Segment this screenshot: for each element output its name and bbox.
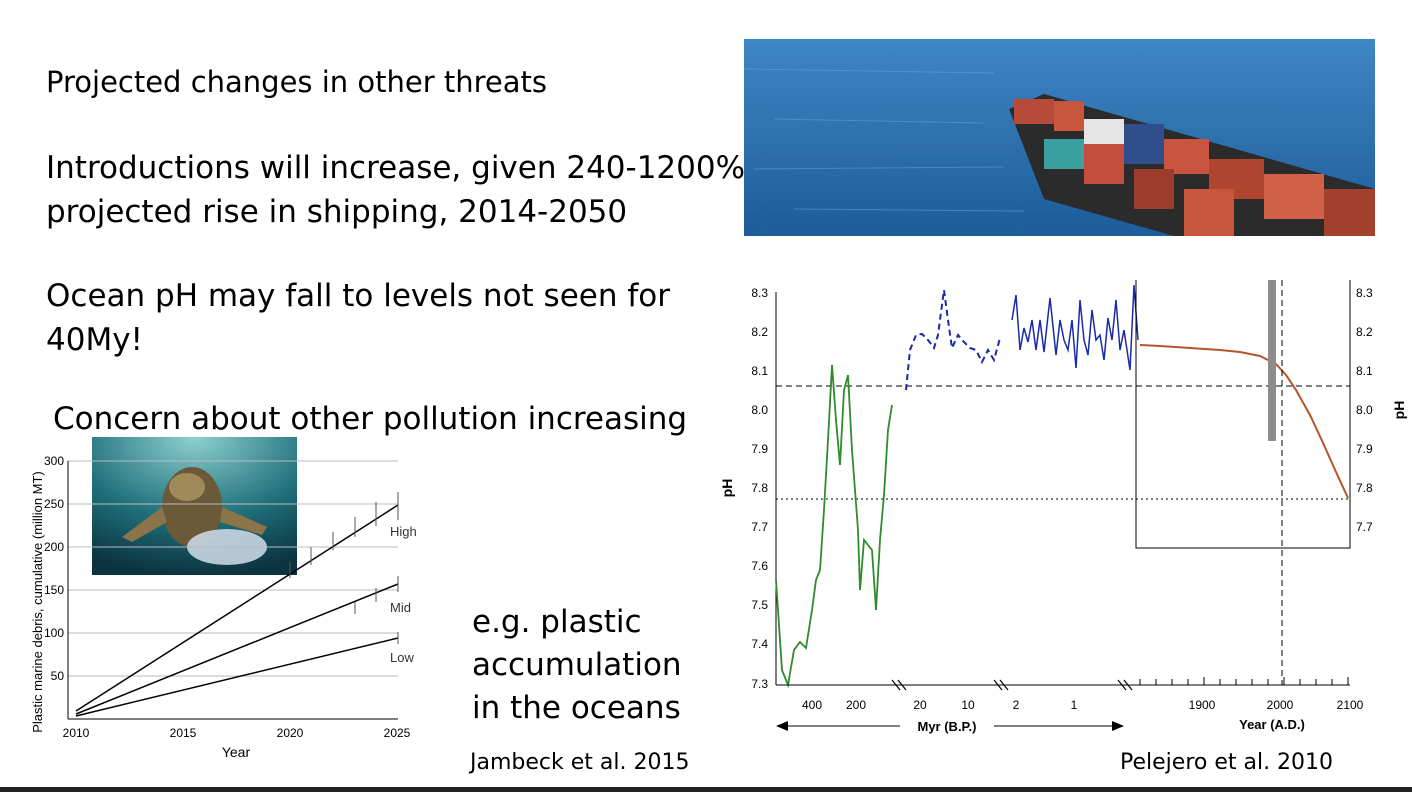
plastic-ytick: 150 — [44, 583, 64, 597]
ph-ylabel-right: pH — [1391, 401, 1407, 420]
ph-ytick: 8.3 — [751, 286, 768, 300]
plastic-ylabel: Plastic marine debris, cumulative (milli… — [30, 471, 45, 733]
series-label-high: High — [390, 524, 417, 539]
plastic-ytick: 50 — [51, 669, 65, 683]
pollution-line: Concern about other pollution increasing — [53, 401, 688, 437]
ph-ytick: 7.7 — [751, 520, 768, 534]
plastic-ytick: 300 — [44, 454, 64, 468]
ph-ytick-right: 7.7 — [1356, 520, 1373, 534]
example-line-3: in the oceans — [472, 690, 681, 726]
plastic-xtick: 2010 — [63, 726, 90, 740]
citation-right: Pelejero et al. 2010 — [1120, 750, 1334, 775]
ph-ytick: 8.2 — [751, 325, 768, 339]
shipping-line-2: projected rise in shipping, 2014-2050 — [46, 194, 628, 230]
year-tick: 1900 — [1189, 698, 1216, 712]
plastic-xlabel: Year — [222, 744, 251, 760]
plastic-ytick: 250 — [44, 497, 64, 511]
myr-tick: 10 — [961, 698, 975, 712]
plastic-ytick: 100 — [44, 626, 64, 640]
ph-xlabel-myr: Myr (B.P.) — [918, 719, 977, 734]
ph-ytick-right: 8.1 — [1356, 364, 1373, 378]
plastic-xtick: 2015 — [170, 726, 197, 740]
slide-bottom-border — [0, 787, 1412, 792]
ph-ytick: 8.0 — [751, 403, 768, 417]
plastic-xtick: 2025 — [384, 726, 411, 740]
ph-ytick: 7.3 — [751, 677, 768, 691]
ph-ytick-right: 8.2 — [1356, 325, 1373, 339]
ph-ytick: 7.5 — [751, 598, 768, 612]
ph-ytick: 8.1 — [751, 364, 768, 378]
myr-tick: 2 — [1013, 698, 1020, 712]
ph-ytick: 7.9 — [751, 442, 768, 456]
myr-tick: 20 — [913, 698, 927, 712]
plastic-ytick: 200 — [44, 540, 64, 554]
plastic-xtick: 2020 — [277, 726, 304, 740]
ph-ytick-right: 8.0 — [1356, 403, 1373, 417]
ph-line-1: Ocean pH may fall to levels not seen for — [46, 278, 670, 314]
series-label-mid: Mid — [390, 600, 411, 615]
myr-tick: 1 — [1071, 698, 1078, 712]
ph-ytick: 7.4 — [751, 637, 768, 651]
year-tick: 2000 — [1267, 698, 1294, 712]
shipping-line-1: Introductions will increase, given 240-1… — [46, 150, 746, 186]
myr-tick: 200 — [846, 698, 866, 712]
ph-ytick: 7.6 — [751, 559, 768, 573]
example-line-2: accumulation — [472, 647, 682, 683]
citation-left: Jambeck et al. 2015 — [470, 750, 690, 775]
cargo-ship-photo — [744, 39, 1375, 236]
slide-title: Projected changes in other threats — [46, 65, 548, 99]
ph-ytick-right: 7.9 — [1356, 442, 1373, 456]
plastic-debris-chart: 300 250 200 150 100 50 2010 2015 2020 20… — [30, 454, 417, 760]
ocean-ph-chart: 8.3 8.2 8.1 8.0 7.9 7.8 7.7 7.6 7.5 7.4 … — [720, 280, 1407, 734]
year-tick: 2100 — [1337, 698, 1364, 712]
myr-tick: 400 — [802, 698, 822, 712]
series-label-low: Low — [390, 650, 414, 665]
ph-line-2: 40My! — [46, 322, 143, 358]
ph-ytick-right: 7.8 — [1356, 481, 1373, 495]
ph-ylabel-left: pH — [720, 479, 735, 498]
turtle-plastic-photo — [92, 437, 297, 575]
ph-ytick: 7.8 — [751, 481, 768, 495]
ph-xlabel-year: Year (A.D.) — [1239, 717, 1305, 732]
ph-ytick-right: 8.3 — [1356, 286, 1373, 300]
example-line-1: e.g. plastic — [472, 604, 642, 640]
